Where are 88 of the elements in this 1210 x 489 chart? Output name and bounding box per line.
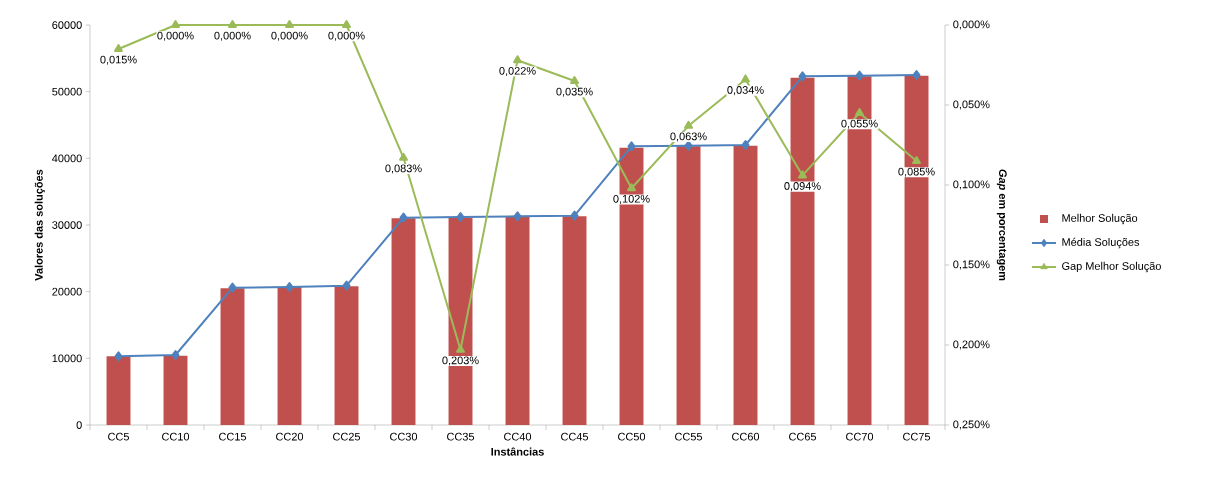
y2-axis-title: Gap em porcentagem [996,169,1007,281]
x-tick-label: CC15 [219,432,247,441]
data-label: 0,055% [841,119,878,129]
bar [220,288,245,425]
x-tick-label: CC75 [903,432,931,441]
y2-tick-label: 0,000% [953,20,990,30]
x-tick-label: CC55 [675,432,703,441]
y-tick-label: 0 [76,421,82,429]
point [342,20,351,28]
y2-tick-label: 0,250% [953,420,990,430]
point [456,212,465,222]
point [285,282,294,292]
x-tick-label: CC20 [276,432,304,441]
data-label: 0,083% [385,164,422,174]
data-label: 0,000% [271,31,308,41]
data-label: 0,102% [613,194,650,204]
data-label: 0,035% [556,87,593,97]
point [342,280,351,291]
y2-tick-label: 0,200% [953,340,990,350]
x-tick-label: CC60 [732,432,760,441]
bar [733,145,758,425]
point [855,108,864,116]
point [171,20,180,28]
legend-label: Melhor Solução [1062,213,1138,225]
bar [676,146,701,425]
x-tick-label: CC50 [618,432,646,441]
y-tick-label: 50000 [52,87,82,96]
point [570,76,579,84]
x-tick-label: CC25 [333,432,361,441]
y-axis-title: Valores das soluções [34,169,45,281]
point [912,156,921,164]
point [228,20,237,28]
bar [505,217,530,425]
x-tick-label: CC35 [447,432,475,441]
data-label: 0,022% [499,66,536,76]
data-label: 0,000% [157,31,194,41]
bar [163,355,188,425]
point [912,70,921,80]
y-tick-label: 60000 [52,21,82,29]
y-tick-label: 20000 [52,287,82,296]
y-tick-label: 40000 [52,154,82,163]
bar [277,287,302,425]
point [798,170,807,179]
x-axis-title: Instâncias [491,447,544,456]
legend-label: Gap Melhor Solução [1062,261,1161,273]
point [399,212,408,223]
bar [334,286,359,425]
point [855,70,864,81]
point [399,152,408,161]
x-tick-label: CC70 [846,432,874,441]
data-label: 0,203% [442,356,479,366]
x-tick-label: CC10 [162,432,190,441]
point [570,210,579,221]
data-label: 0,000% [214,31,251,41]
point [114,44,123,52]
point [228,282,237,293]
y2-tick-label: 0,050% [953,100,990,110]
point [285,20,294,28]
data-label: 0,094% [784,182,821,192]
point [171,350,180,360]
y2-tick-label: 0,100% [953,180,990,190]
point [513,55,522,64]
point [684,120,693,129]
bar [562,216,587,425]
data-label: 0,034% [727,86,764,96]
x-tick-label: CC40 [504,432,532,441]
x-tick-label: CC65 [789,432,817,441]
legend-label: Média Soluções [1062,237,1140,249]
x-tick-label: CC45 [561,432,589,441]
point [741,140,750,150]
x-tick-label: CC5 [108,432,129,441]
point [114,351,123,362]
bar [106,356,131,425]
y-tick-label: 10000 [52,354,82,363]
bar [391,218,416,425]
point [456,344,465,353]
point [798,71,807,82]
y2-tick-label: 0,150% [953,260,990,270]
data-label: 0,063% [670,132,707,142]
point [627,183,636,192]
data-label: 0,085% [898,167,935,177]
point [627,141,636,152]
data-label: 0,015% [100,55,137,65]
data-label: 0,000% [328,31,365,41]
point [741,74,750,83]
point [513,211,522,222]
y-tick-label: 30000 [52,221,82,229]
x-tick-label: CC30 [390,432,418,441]
